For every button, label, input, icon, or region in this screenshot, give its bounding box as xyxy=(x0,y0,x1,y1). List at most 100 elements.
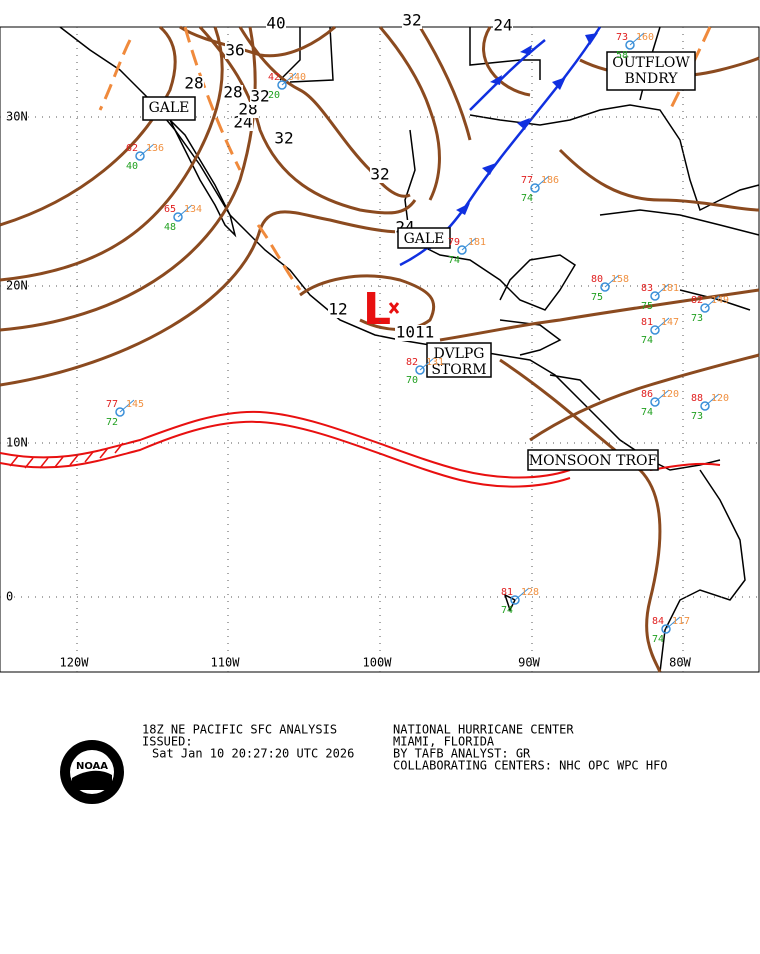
station-dewpoint: 74 xyxy=(641,335,653,346)
station-pressure: 149 xyxy=(711,295,729,306)
station xyxy=(173,212,183,222)
lon-label: 120W xyxy=(60,656,90,670)
lon-label: 100W xyxy=(363,656,393,670)
annotation-box xyxy=(606,51,696,91)
low-center xyxy=(388,302,400,314)
station-pressure: 160 xyxy=(636,32,654,43)
isobar-label: 32 xyxy=(250,87,269,106)
station-dewpoint: 74 xyxy=(652,634,664,645)
station-wind xyxy=(139,143,155,157)
station xyxy=(135,151,145,161)
station-dewpoint: 74 xyxy=(501,605,513,616)
station xyxy=(650,397,660,407)
station-temp: 83 xyxy=(641,283,653,294)
station-pressure: 147 xyxy=(661,317,679,328)
station-temp: 42 xyxy=(268,72,280,83)
station-pressure: 340 xyxy=(288,72,306,83)
station-dewpoint: 70 xyxy=(406,375,418,386)
station-temp: 65 xyxy=(164,204,176,215)
station-temp: 84 xyxy=(652,616,664,627)
station-dewpoint: 48 xyxy=(164,222,176,233)
station-wind xyxy=(604,274,620,288)
station xyxy=(650,325,660,335)
footer-right: BY TAFB ANALYST: GR xyxy=(393,747,531,761)
isobar-label-bg xyxy=(250,89,270,105)
isobar-label: 32 xyxy=(370,165,389,184)
station xyxy=(415,365,425,375)
station-temp: 62 xyxy=(126,143,138,154)
station-dewpoint: 73 xyxy=(691,411,703,422)
station-dewpoint: 74 xyxy=(448,255,460,266)
station-dewpoint: 20 xyxy=(268,90,280,101)
annotation-text: BNDRY xyxy=(624,71,678,87)
station-dewpoint: 73 xyxy=(691,313,703,324)
annotation-text: GALE xyxy=(149,100,190,116)
station xyxy=(625,40,635,50)
station-pressure: 134 xyxy=(184,204,202,215)
low-symbol: L xyxy=(363,284,391,335)
isobar-label-bg xyxy=(395,325,435,341)
isobar-label-bg xyxy=(225,43,245,59)
isobar-label-bg xyxy=(223,85,243,101)
station-wind xyxy=(629,32,645,46)
footer-right: COLLABORATING CENTERS: NHC OPC WPC HFO xyxy=(393,759,668,773)
annotation-box xyxy=(527,449,659,471)
logo-text: NOAA xyxy=(76,761,108,772)
station-dewpoint: 75 xyxy=(591,292,603,303)
station-temp: 82 xyxy=(406,357,418,368)
footer-left: ISSUED: xyxy=(142,735,193,749)
station-temp: 88 xyxy=(691,393,703,404)
station-wind xyxy=(514,587,530,601)
isobar-label: 32 xyxy=(402,11,421,30)
station xyxy=(700,303,710,313)
isobar-label: 32 xyxy=(274,129,293,148)
station xyxy=(530,183,540,193)
station-wind xyxy=(704,295,720,309)
station-temp: 80 xyxy=(591,274,603,285)
isobar-label-bg xyxy=(266,16,286,32)
station-wind xyxy=(281,72,297,86)
station xyxy=(115,407,125,417)
station xyxy=(650,291,660,301)
station-temp: 82 xyxy=(691,295,703,306)
station xyxy=(457,245,467,255)
station-pressure: 120 xyxy=(661,389,679,400)
station xyxy=(510,595,520,605)
station-wind xyxy=(119,399,135,413)
isobar-label: 28 xyxy=(223,83,242,102)
lat-label: 20N xyxy=(6,279,28,293)
station-temp: 77 xyxy=(106,399,118,410)
isobar-label: 40 xyxy=(266,14,285,33)
annotation-text: GALE xyxy=(404,231,445,247)
station-pressure: 181 xyxy=(468,237,486,248)
station-pressure: 181 xyxy=(661,283,679,294)
station-pressure: 128 xyxy=(521,587,539,598)
station-wind xyxy=(419,357,435,371)
station-wind xyxy=(654,283,670,297)
lat-label: 0 xyxy=(6,590,13,604)
station xyxy=(277,80,287,90)
annotation-text: DVLPG xyxy=(434,346,485,362)
station-wind xyxy=(654,317,670,331)
annotation-text: OUTFLOW xyxy=(612,55,690,71)
station-pressure: 158 xyxy=(611,274,629,285)
footer-right: NATIONAL HURRICANE CENTER xyxy=(393,723,574,737)
lon-label: 90W xyxy=(518,656,540,670)
annotation-box xyxy=(397,227,451,249)
isobar-label-bg xyxy=(238,102,258,118)
station-temp: 81 xyxy=(641,317,653,328)
station xyxy=(661,624,671,634)
footer-left: 18Z NE PACIFIC SFC ANALYSIS xyxy=(142,723,337,737)
station-temp: 77 xyxy=(521,175,533,186)
station-dewpoint: 72 xyxy=(106,417,118,428)
station-pressure: 117 xyxy=(672,616,690,627)
station-wind xyxy=(654,389,670,403)
station-wind xyxy=(534,175,550,189)
isobar-label: 36 xyxy=(225,41,244,60)
isobar-label-bg xyxy=(233,115,253,131)
isobar-label-bg xyxy=(370,167,390,183)
footer-left: Sat Jan 10 20:27:20 UTC 2026 xyxy=(152,747,354,761)
isobar-label-bg xyxy=(184,76,204,92)
coastlines xyxy=(59,26,760,673)
